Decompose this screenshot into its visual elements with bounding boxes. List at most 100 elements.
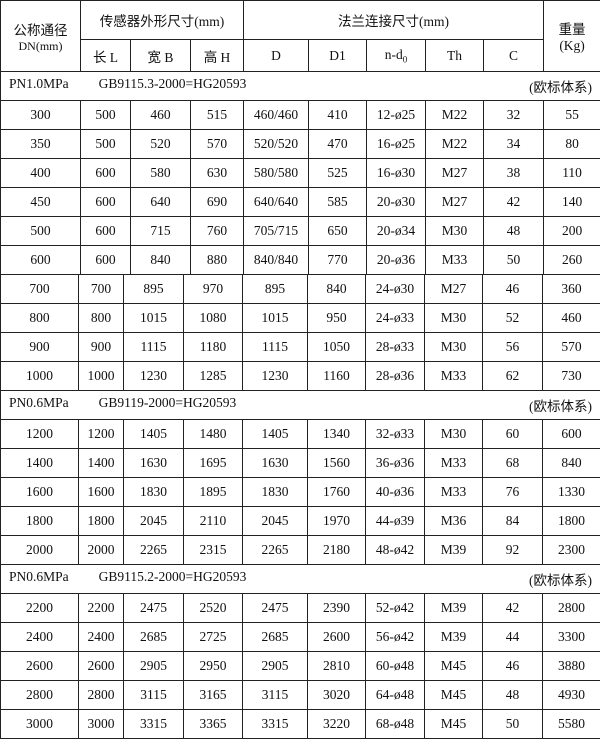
table-row: 1000 1000 1230 1285 1230 1160 28-ø36 M33 62 730 (0, 360, 600, 391)
table-block-upper: 公称通径 DN(mm) 传感器外形尺寸(mm) 法兰连接尺寸(mm) 重量 (Kg)… (0, 0, 600, 275)
cell-c: 42 (482, 592, 543, 623)
header-width: 宽 B (130, 39, 191, 72)
cell-bolt-holes: 32-ø33 (365, 418, 425, 449)
cell-width: 2905 (123, 650, 184, 681)
cell-d: 705/715 (243, 216, 310, 246)
table-row: 2000 2000 2265 2315 2265 2180 48-ø42 M39 92 2300 (0, 534, 600, 565)
cell-c: 62 (482, 360, 543, 391)
cell-dn: 500 (0, 216, 81, 246)
cell-height: 690 (189, 187, 245, 217)
cell-dn: 1600 (0, 476, 79, 507)
cell-weight: 360 (542, 273, 600, 304)
cell-length: 2600 (78, 650, 124, 681)
cell-thread: M39 (424, 592, 483, 623)
cell-dn: 450 (0, 187, 81, 217)
cell-width: 580 (130, 158, 191, 188)
cell-d1: 2390 (307, 592, 366, 623)
cell-height: 2725 (183, 621, 243, 652)
cell-d1: 2180 (307, 534, 366, 565)
header-flange-group: 法兰连接尺寸(mm) (243, 0, 545, 40)
cell-weight: 1800 (542, 505, 600, 536)
header-c: C (483, 39, 545, 72)
header-dn-label: 公称通径 (13, 22, 68, 38)
cell-length: 600 (80, 158, 131, 188)
cell-c: 68 (482, 447, 543, 478)
section-standard: GB9115.3-2000=HG20593 (98, 76, 247, 91)
cell-d: 2045 (242, 505, 308, 536)
cell-thread: M27 (425, 187, 485, 217)
header-weight-label: 重量 (558, 22, 586, 37)
cell-weight: 840 (542, 447, 600, 478)
cell-length: 2200 (78, 592, 124, 623)
cell-bolt-holes: 36-ø36 (365, 447, 425, 478)
cell-bolt-holes: 16-ø30 (366, 158, 427, 188)
cell-width: 2685 (123, 621, 184, 652)
section-row: PN0.6MPa GB9115.2-2000=HG20593 (欧标体系) (0, 563, 600, 594)
cell-dn: 900 (0, 331, 79, 362)
cell-d1: 2600 (307, 621, 366, 652)
cell-dn: 600 (0, 245, 81, 275)
table-row: 3000 3000 3315 3365 3315 3220 68-ø48 M45 50 5580 (0, 708, 600, 739)
cell-width: 1405 (123, 418, 184, 449)
cell-bolt-holes: 64-ø48 (365, 679, 425, 710)
cell-bolt-holes: 12-ø25 (366, 100, 427, 130)
cell-dn: 400 (0, 158, 81, 188)
cell-d1: 2810 (307, 650, 366, 681)
cell-d: 895 (242, 273, 308, 304)
header-nd0: n-d0 (366, 39, 427, 72)
cell-d1: 950 (307, 302, 366, 333)
section-pressure: PN0.6MPa (9, 568, 69, 584)
cell-c: 56 (482, 331, 543, 362)
cell-length: 600 (80, 187, 131, 217)
cell-length: 1600 (78, 476, 124, 507)
cell-c: 50 (483, 245, 545, 275)
section-standard: GB9115.2-2000=HG20593 (98, 568, 247, 584)
cell-height: 1180 (183, 331, 243, 362)
cell-height: 2315 (183, 534, 243, 565)
cell-d1: 650 (308, 216, 368, 246)
cell-thread: M33 (424, 360, 483, 391)
table-row: 300 500 460 515 460/460 410 12-ø25 M22 32 55 (0, 100, 600, 130)
cell-length: 700 (78, 273, 124, 304)
header-d: D (243, 39, 310, 72)
cell-c: 50 (482, 708, 543, 739)
cell-thread: M36 (424, 505, 483, 536)
cell-thread: M27 (425, 158, 485, 188)
cell-weight: 200 (543, 216, 600, 246)
cell-thread: M39 (424, 534, 483, 565)
cell-bolt-holes: 28-ø36 (365, 360, 425, 391)
cell-dn: 700 (0, 273, 79, 304)
cell-bolt-holes: 24-ø30 (365, 273, 425, 304)
table-row: 600 600 840 880 840/840 770 20-ø36 M33 50 260 (0, 245, 600, 275)
header-d1: D1 (308, 39, 368, 72)
cell-width: 640 (130, 187, 191, 217)
cell-height: 1695 (183, 447, 243, 478)
cell-d: 3315 (242, 708, 308, 739)
cell-bolt-holes: 28-ø33 (365, 331, 425, 362)
cell-height: 2110 (183, 505, 243, 536)
cell-length: 1400 (78, 447, 124, 478)
table-row: 400 600 580 630 580/580 525 16-ø30 M27 38 110 (0, 158, 600, 188)
cell-length: 2400 (78, 621, 124, 652)
cell-bolt-holes: 24-ø33 (365, 302, 425, 333)
section-cell: PN0.6MPa GB9115.2-2000=HG20593 (欧标体系) (0, 563, 600, 594)
section-system: (欧标体系) (529, 398, 592, 414)
cell-width: 1015 (123, 302, 184, 333)
cell-length: 600 (80, 245, 131, 275)
cell-d1: 770 (308, 245, 368, 275)
cell-weight: 3300 (542, 621, 600, 652)
cell-c: 92 (482, 534, 543, 565)
section-cell: PN1.0MPa GB9115.3-2000=HG20593 (欧标体系) (0, 71, 600, 101)
cell-d1: 3220 (307, 708, 366, 739)
cell-height: 2520 (183, 592, 243, 623)
cell-thread: M22 (425, 129, 485, 159)
cell-c: 34 (483, 129, 545, 159)
cell-height: 1480 (183, 418, 243, 449)
cell-dn: 1400 (0, 447, 79, 478)
cell-c: 60 (482, 418, 543, 449)
section-pressure: PN1.0MPa (9, 76, 69, 91)
cell-height: 970 (183, 273, 243, 304)
header-sensor-group: 传感器外形尺寸(mm) (79, 0, 245, 40)
cell-c: 48 (482, 679, 543, 710)
table-row: 450 600 640 690 640/640 585 20-ø30 M27 42 140 (0, 187, 600, 217)
